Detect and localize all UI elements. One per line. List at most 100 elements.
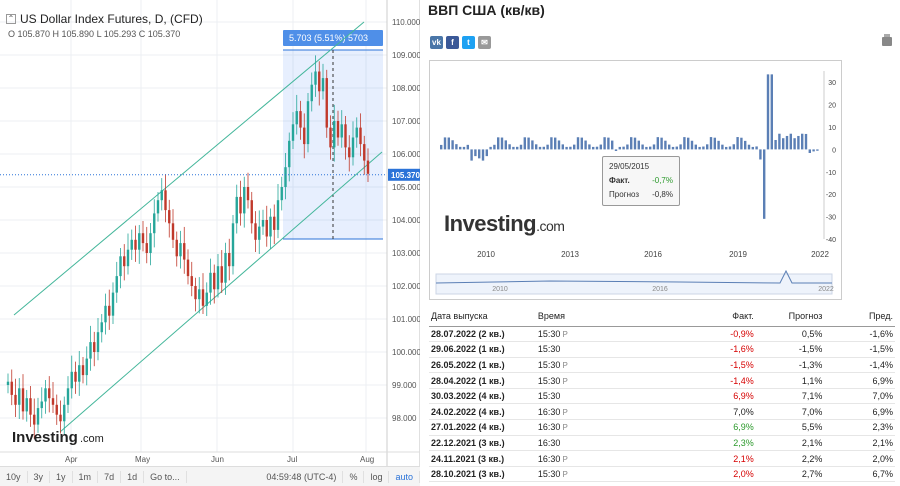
candle-body	[66, 388, 70, 405]
candle-body	[321, 78, 325, 92]
goto-button[interactable]: Go to...	[144, 470, 187, 483]
preliminary-mark: P	[562, 360, 568, 370]
candle-body	[130, 239, 133, 250]
gdp-y-tick: -10	[826, 170, 836, 177]
cell-forecast: 2,2%	[755, 450, 825, 467]
gdp-bar	[702, 146, 705, 150]
y-tick-label: 108.000	[392, 84, 420, 93]
gdp-bar	[599, 144, 602, 150]
cell-time: 15:30 P	[535, 466, 708, 483]
candle-body	[288, 140, 291, 168]
candle-body	[119, 256, 122, 277]
candle-body	[306, 101, 310, 145]
y-tick-label: 104.000	[392, 216, 420, 225]
gdp-bar	[481, 149, 485, 161]
gdp-chart-box: 30 20 10 0 -10 -20 -30 -40 2010 2013 2016 2019 2022 2…	[429, 60, 842, 300]
range-3y[interactable]: 3y	[28, 470, 51, 483]
preliminary-mark: P	[562, 423, 568, 433]
col-prev[interactable]: Пред.	[824, 306, 895, 327]
candle-body	[25, 398, 28, 412]
share-buttons: vk f t ✉	[430, 36, 491, 49]
gdp-bar	[500, 137, 504, 150]
candle-body	[104, 305, 107, 323]
table-row: 26.05.2022 (1 кв.) 15:30 P -1,5% -1,3% -1,4%	[429, 357, 895, 374]
candle-body	[314, 71, 317, 85]
candle-body	[366, 160, 370, 174]
candle-body	[325, 78, 328, 128]
gdp-bar	[561, 144, 564, 150]
cell-forecast: -1,5%	[755, 341, 825, 358]
range-7d[interactable]: 7d	[98, 470, 122, 483]
gdp-bar	[493, 144, 496, 150]
gdp-y-tick: 10	[828, 125, 836, 132]
candle-body	[228, 253, 231, 267]
preliminary-mark: P	[562, 454, 568, 464]
gdp-bar	[451, 140, 454, 150]
collapse-icon[interactable]: ⌃	[6, 14, 16, 24]
gdp-bar	[698, 146, 701, 150]
preliminary-mark: P	[562, 407, 568, 417]
col-time[interactable]: Время	[535, 306, 708, 327]
cell-date: 28.07.2022 (2 кв.)	[429, 326, 536, 343]
range-1y[interactable]: 1y	[50, 470, 73, 483]
ohlc-readout: O 105.870 H 105.890 L 105.293 C 105.370	[8, 29, 181, 39]
range-10y[interactable]: 10y	[0, 470, 28, 483]
gdp-y-tick: 30	[828, 80, 836, 87]
cell-fact: -0,9%	[707, 326, 756, 343]
candle-body	[340, 124, 343, 138]
gdp-bar	[462, 146, 466, 150]
cell-forecast: 7,1%	[755, 388, 825, 405]
gdp-bar	[782, 138, 785, 150]
tooltip-fact-value: -0,7%	[652, 176, 673, 185]
instrument-title: US Dollar Index Futures, D, (CFD)	[20, 12, 203, 26]
candle-body	[164, 190, 167, 211]
col-date[interactable]: Дата выпуска	[429, 306, 536, 327]
cell-date: 24.02.2022 (4 кв.)	[429, 403, 536, 421]
gdp-x-tick: 2010	[477, 250, 495, 259]
measure-label-bg	[283, 30, 383, 46]
col-fact[interactable]: Факт.	[707, 306, 756, 327]
gdp-bar	[656, 137, 659, 150]
cell-prev: 2,1%	[824, 435, 895, 452]
candle-body	[14, 394, 17, 405]
gdp-bar	[592, 146, 595, 150]
print-icon[interactable]	[882, 34, 892, 46]
futures-chart[interactable]: 110.000 109.000 108.000 107.000 106.000 105.0…	[0, 0, 420, 466]
candle-body	[239, 196, 242, 214]
range-1m[interactable]: 1m	[73, 470, 99, 483]
gdp-navigator-label: 2010	[492, 286, 508, 293]
candle-body	[355, 127, 358, 138]
gdp-bar	[618, 146, 621, 150]
range-1d[interactable]: 1d	[121, 470, 145, 483]
candle-body	[243, 187, 246, 214]
gdp-bar	[440, 144, 443, 150]
x-tick-label: Jun	[211, 455, 224, 464]
gdp-bar	[671, 146, 675, 150]
cell-prev: 7,0%	[824, 388, 895, 405]
clock-readout: 04:59:48 (UTC-4)	[260, 470, 344, 483]
gdp-bar	[523, 137, 526, 150]
cell-forecast: 7,0%	[755, 403, 825, 421]
candle-body	[126, 249, 130, 267]
col-forecast[interactable]: Прогноз	[755, 306, 825, 327]
cell-date: 29.06.2022 (1 кв.)	[429, 341, 536, 358]
candle-body	[318, 71, 321, 92]
email-icon[interactable]: ✉	[478, 36, 491, 49]
auto-toggle[interactable]: auto	[389, 470, 420, 483]
measure-box	[283, 50, 383, 239]
candle-body	[63, 404, 66, 422]
log-toggle[interactable]: log	[364, 470, 390, 483]
percent-toggle[interactable]: %	[343, 470, 365, 483]
gdp-navigator	[435, 273, 833, 295]
range-toolbar: 10y 3y 1y 1m 7d 1d Go to... 04:59:48 (UT…	[0, 466, 420, 486]
candle-body	[100, 322, 103, 333]
gdp-bar	[573, 144, 576, 150]
facebook-icon[interactable]: f	[446, 36, 459, 49]
gdp-bar	[443, 137, 447, 150]
twitter-icon[interactable]: t	[462, 36, 475, 49]
cell-fact: 2,3%	[707, 435, 756, 452]
candle-body	[303, 127, 306, 145]
table-row: 30.03.2022 (4 кв.) 15:30 6,9% 7,1% 7,0%	[429, 388, 895, 405]
vk-icon[interactable]: vk	[430, 36, 443, 49]
